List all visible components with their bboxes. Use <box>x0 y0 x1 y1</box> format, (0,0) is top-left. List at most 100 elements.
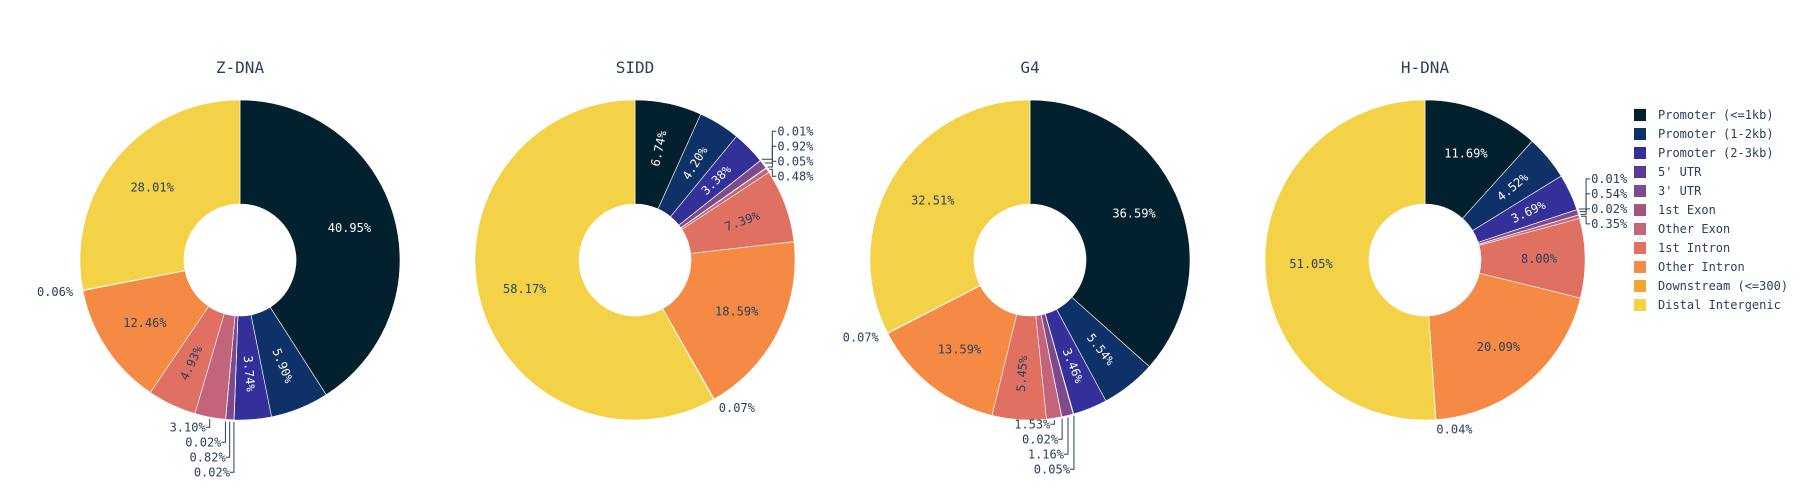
leader-line <box>1050 420 1055 425</box>
slice-label-outside: 0.02% <box>194 465 231 479</box>
chart-title: G4 <box>1020 58 1039 77</box>
chart-title: SIDD <box>616 58 655 77</box>
slice-label-outside: 0.92% <box>777 139 814 153</box>
slice-label: 11.69% <box>1444 147 1488 161</box>
slice-label-outside: 0.35% <box>1591 217 1628 231</box>
leader-line <box>761 130 777 160</box>
slice-label: 5.45% <box>1014 354 1030 392</box>
legend-item[interactable]: Distal Intergenic <box>1634 298 1781 312</box>
leader-line <box>1058 418 1063 440</box>
legend-item[interactable]: 5' UTR <box>1634 165 1702 179</box>
legend-label: Promoter (<=1kb) <box>1658 108 1774 122</box>
slice-label-outside: 0.48% <box>777 169 814 183</box>
legend-swatch <box>1634 280 1646 292</box>
legend-item[interactable]: Other Intron <box>1634 260 1745 274</box>
slice-promoter-1kb-[interactable] <box>1424 99 1533 219</box>
slice-label-outside: 1.53% <box>1014 417 1051 431</box>
slice-label-outside: 1.16% <box>1028 447 1065 461</box>
leader-line <box>205 419 211 428</box>
leader-line <box>225 421 231 458</box>
legend-label: Distal Intergenic <box>1658 298 1781 312</box>
slice-label-outside: 0.07% <box>843 331 880 345</box>
slice-label: 18.59% <box>715 305 759 319</box>
legend: Promoter (<=1kb) Promoter (1-2kb) Promoter… <box>1634 108 1788 312</box>
slice-label: 40.95% <box>328 221 372 235</box>
legend-label: 3' UTR <box>1658 184 1702 198</box>
slice-label-outside: 0.06% <box>37 285 74 299</box>
legend-label: 5' UTR <box>1658 165 1702 179</box>
donut-h-dna: H-DNA11.69%4.52%3.69%8.00%20.09%51.05%0.… <box>1264 58 1628 437</box>
slice-other-intron[interactable] <box>662 241 796 400</box>
slice-label: 36.59% <box>1112 206 1156 220</box>
slice-label-outside: 0.04% <box>1436 423 1473 437</box>
chart-title: H-DNA <box>1401 58 1450 77</box>
slice-distal-intergenic[interactable] <box>474 99 714 421</box>
slice-label: 8.00% <box>1521 251 1558 265</box>
legend-swatch <box>1634 109 1646 121</box>
slice-label: 28.01% <box>130 180 174 194</box>
slice-label: 32.51% <box>911 193 955 207</box>
slice-label-outside: 0.01% <box>777 124 814 138</box>
slice-label-outside: 0.54% <box>1591 187 1628 201</box>
slice-distal-intergenic[interactable] <box>869 99 1031 334</box>
legend-item[interactable]: Promoter (2-3kb) <box>1634 146 1774 160</box>
slice-label: 51.05% <box>1289 257 1333 271</box>
legend-swatch <box>1634 185 1646 197</box>
slice-label-outside: 0.05% <box>777 154 814 168</box>
legend-swatch <box>1634 261 1646 273</box>
slice-label-outside: 0.82% <box>190 450 227 464</box>
legend-item[interactable]: Other Exon <box>1634 222 1730 236</box>
legend-label: Promoter (2-3kb) <box>1658 146 1774 160</box>
slice-distal-intergenic[interactable] <box>79 99 241 291</box>
legend-swatch <box>1634 128 1646 140</box>
leader-line <box>764 145 777 164</box>
legend-item[interactable]: Promoter (<=1kb) <box>1634 108 1774 122</box>
slice-label: 13.59% <box>938 343 982 357</box>
slice-label-outside: 0.07% <box>719 401 756 415</box>
legend-label: 1st Exon <box>1658 203 1716 217</box>
charts-layer: Z-DNA40.95%5.90%3.74%4.93%12.46%28.01%3.… <box>37 58 1628 479</box>
legend-item[interactable]: Promoter (1-2kb) <box>1634 127 1774 141</box>
legend-item[interactable]: 1st Exon <box>1634 203 1716 217</box>
slice-promoter-1kb-[interactable] <box>239 99 401 396</box>
leader-line <box>229 421 235 473</box>
donut-z-dna: Z-DNA40.95%5.90%3.74%4.93%12.46%28.01%3.… <box>37 58 401 479</box>
legend-item[interactable]: 1st Intron <box>1634 241 1730 255</box>
legend-swatch <box>1634 242 1646 254</box>
slice-label: 20.09% <box>1477 340 1521 354</box>
slice-label: 58.17% <box>503 282 547 296</box>
legend-label: Promoter (1-2kb) <box>1658 127 1774 141</box>
legend-label: Other Exon <box>1658 222 1730 236</box>
slice-other-intron[interactable] <box>1428 272 1581 420</box>
slice-other-intron[interactable] <box>887 285 1018 416</box>
slice-label-outside: 0.02% <box>1022 432 1059 446</box>
slice-label: 3.74% <box>241 355 258 393</box>
legend-swatch <box>1634 299 1646 311</box>
leader-line <box>1580 208 1591 215</box>
chart-title: Z-DNA <box>216 58 265 77</box>
donut-g4: G436.59%5.54%3.46%5.45%13.59%32.51%1.53%… <box>843 58 1191 476</box>
legend-swatch <box>1634 166 1646 178</box>
slice-distal-intergenic[interactable] <box>1264 99 1436 421</box>
legend-item[interactable]: Downstream (<=300) <box>1634 279 1788 293</box>
slice-label-outside: 0.05% <box>1034 462 1071 476</box>
leader-line <box>1069 415 1075 470</box>
legend-label: 1st Intron <box>1658 241 1730 255</box>
legend-label: Downstream (<=300) <box>1658 279 1788 293</box>
slice-label-outside: 3.10% <box>170 420 207 434</box>
slice-promoter-1kb-[interactable] <box>1029 99 1191 367</box>
slice-label-outside: 0.02% <box>185 435 222 449</box>
leader-line <box>769 168 777 177</box>
legend-swatch <box>1634 223 1646 235</box>
legend-item[interactable]: 3' UTR <box>1634 184 1702 198</box>
leader-line <box>1579 193 1591 213</box>
slice-label: 12.46% <box>123 316 167 330</box>
leader-line <box>1063 417 1069 455</box>
legend-label: Other Intron <box>1658 260 1745 274</box>
leader-line <box>221 421 226 443</box>
legend-swatch <box>1634 147 1646 159</box>
slice-label-outside: 0.01% <box>1591 172 1628 186</box>
leader-line <box>1580 215 1591 225</box>
